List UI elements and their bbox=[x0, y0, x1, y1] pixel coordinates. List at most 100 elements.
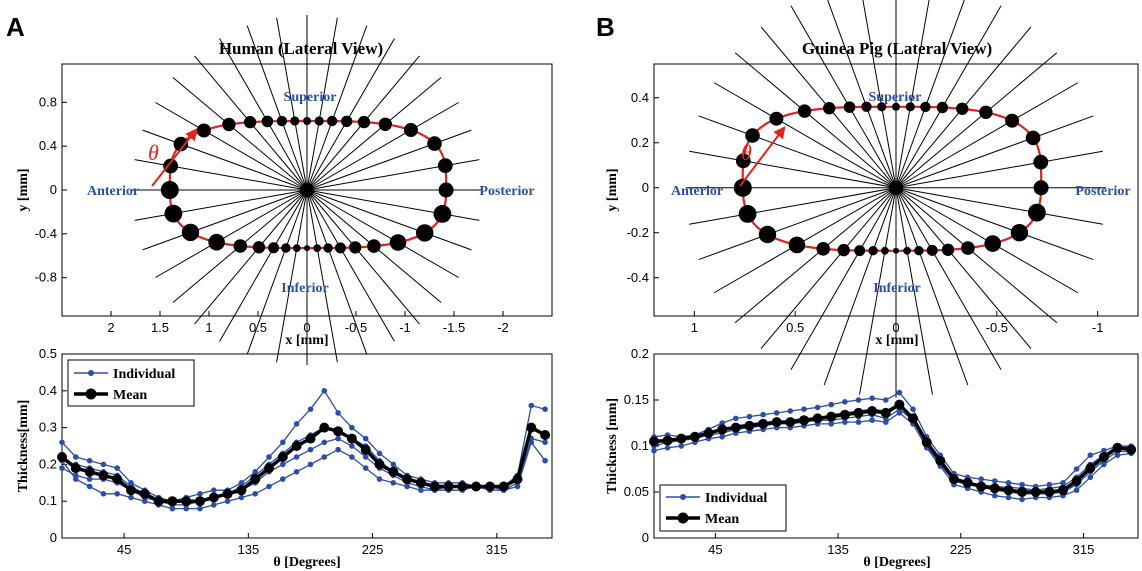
mean-point bbox=[222, 488, 233, 499]
B-thickness-point bbox=[926, 244, 938, 256]
x-tick-label: 0.5 bbox=[786, 320, 804, 335]
individual-point bbox=[307, 461, 314, 468]
x-ticks-a-bottom: 45 135 225 315 bbox=[117, 533, 508, 557]
individual-point bbox=[842, 419, 848, 425]
A-thickness-point bbox=[276, 115, 288, 127]
B-ray bbox=[760, 187, 897, 349]
individual-point bbox=[773, 410, 780, 416]
individual-point bbox=[86, 476, 93, 482]
theta-arrow-a bbox=[151, 128, 198, 187]
B-ray bbox=[689, 150, 897, 189]
B-thickness-point bbox=[961, 241, 975, 255]
individual-point bbox=[390, 480, 397, 486]
A-ray bbox=[194, 189, 308, 325]
individual-point bbox=[801, 406, 807, 413]
y-tick-label: 0 bbox=[642, 180, 649, 195]
A-thickness-point bbox=[208, 233, 225, 251]
A-center-point bbox=[300, 183, 314, 197]
mean-point bbox=[250, 474, 261, 485]
label-inferior-b: Inferior bbox=[873, 281, 920, 296]
mean-point bbox=[512, 474, 523, 485]
A-ray bbox=[219, 189, 308, 342]
B-ray bbox=[698, 187, 897, 261]
individual-point bbox=[252, 491, 258, 497]
B-ray bbox=[895, 187, 933, 395]
mean-point bbox=[457, 481, 468, 492]
panel-letter-a: A bbox=[6, 12, 25, 42]
x-ticks-a: 2 1.5 1 0.5 0 -0.5 -1 -1.5 -2 bbox=[107, 311, 509, 335]
B-thickness-point bbox=[745, 128, 760, 143]
individual-point bbox=[321, 454, 328, 460]
B-thickness-point bbox=[738, 205, 757, 223]
A-thickness-point bbox=[323, 243, 333, 253]
A-thickness-point bbox=[416, 224, 434, 242]
mean-point bbox=[908, 413, 918, 424]
B-thickness-point bbox=[1005, 113, 1020, 128]
B-ray bbox=[895, 0, 930, 188]
individual-point bbox=[59, 465, 65, 471]
individual-point bbox=[869, 417, 875, 424]
mean-point bbox=[880, 407, 891, 418]
individual-point bbox=[335, 410, 341, 416]
individual-point bbox=[992, 478, 998, 484]
y-axis-label-b: y [mm] bbox=[605, 168, 620, 211]
y-tick-label: 0.2 bbox=[631, 346, 649, 361]
individual-point bbox=[651, 447, 657, 454]
y-tick-label: 0.1 bbox=[631, 438, 649, 453]
A-thickness-point bbox=[222, 117, 236, 132]
B-ray bbox=[823, 187, 897, 386]
A-thickness-point bbox=[164, 204, 183, 223]
individual-point bbox=[514, 483, 521, 490]
A-ray bbox=[134, 189, 308, 221]
individual-point bbox=[896, 389, 903, 396]
x-tick-label: 45 bbox=[708, 542, 722, 557]
individual-point bbox=[266, 483, 272, 490]
mean-point bbox=[112, 474, 123, 485]
individual-point bbox=[1019, 496, 1025, 503]
B-thickness-point bbox=[1033, 154, 1049, 170]
mean-point bbox=[812, 413, 823, 424]
individual-point bbox=[1101, 447, 1107, 454]
individual-point bbox=[528, 439, 535, 446]
series-b bbox=[649, 389, 1137, 503]
x-tick-label: -1 bbox=[399, 320, 411, 335]
individual-2-line bbox=[61, 437, 546, 506]
x-axis-label-a: x [mm] bbox=[285, 333, 328, 348]
A-thickness-point bbox=[196, 123, 211, 138]
B-ray bbox=[689, 187, 897, 225]
B-thickness-point bbox=[984, 235, 1001, 252]
A-thickness-point bbox=[378, 117, 392, 131]
individual-point bbox=[978, 476, 984, 482]
individual-point bbox=[100, 461, 107, 468]
individual-point bbox=[128, 494, 134, 501]
A-thickness-point bbox=[403, 123, 418, 137]
B-thickness-point bbox=[758, 225, 777, 244]
mean-point bbox=[98, 470, 109, 481]
A-thickness-point bbox=[163, 158, 179, 174]
mean-point bbox=[195, 496, 205, 507]
B-ray bbox=[895, 5, 1002, 188]
y-tick-label: 0 bbox=[50, 182, 57, 197]
x-tick-label: 225 bbox=[362, 542, 384, 557]
label-posterior-a: Posterior bbox=[479, 184, 534, 199]
x-tick-label: 135 bbox=[237, 542, 259, 557]
x-tick-label: -1.5 bbox=[443, 320, 465, 335]
individual-point bbox=[183, 505, 189, 512]
A-ray bbox=[142, 129, 308, 191]
mean-point bbox=[894, 399, 905, 410]
individual-point bbox=[760, 411, 766, 418]
y-tick-label: 0.4 bbox=[39, 383, 57, 398]
B-ray bbox=[859, 187, 897, 395]
legend-mean-b: Mean bbox=[705, 512, 739, 527]
B-ray bbox=[895, 52, 1058, 189]
A-thickness-point bbox=[438, 182, 454, 198]
individual-point bbox=[855, 397, 862, 403]
B-thickness-point bbox=[769, 111, 784, 126]
mean-point bbox=[305, 433, 316, 444]
y-tick-label: 0.4 bbox=[631, 90, 649, 105]
B-thickness-point bbox=[881, 246, 889, 255]
mean-point bbox=[758, 418, 769, 429]
B-thickness-point bbox=[1010, 224, 1029, 242]
B-thickness-point bbox=[979, 105, 993, 120]
